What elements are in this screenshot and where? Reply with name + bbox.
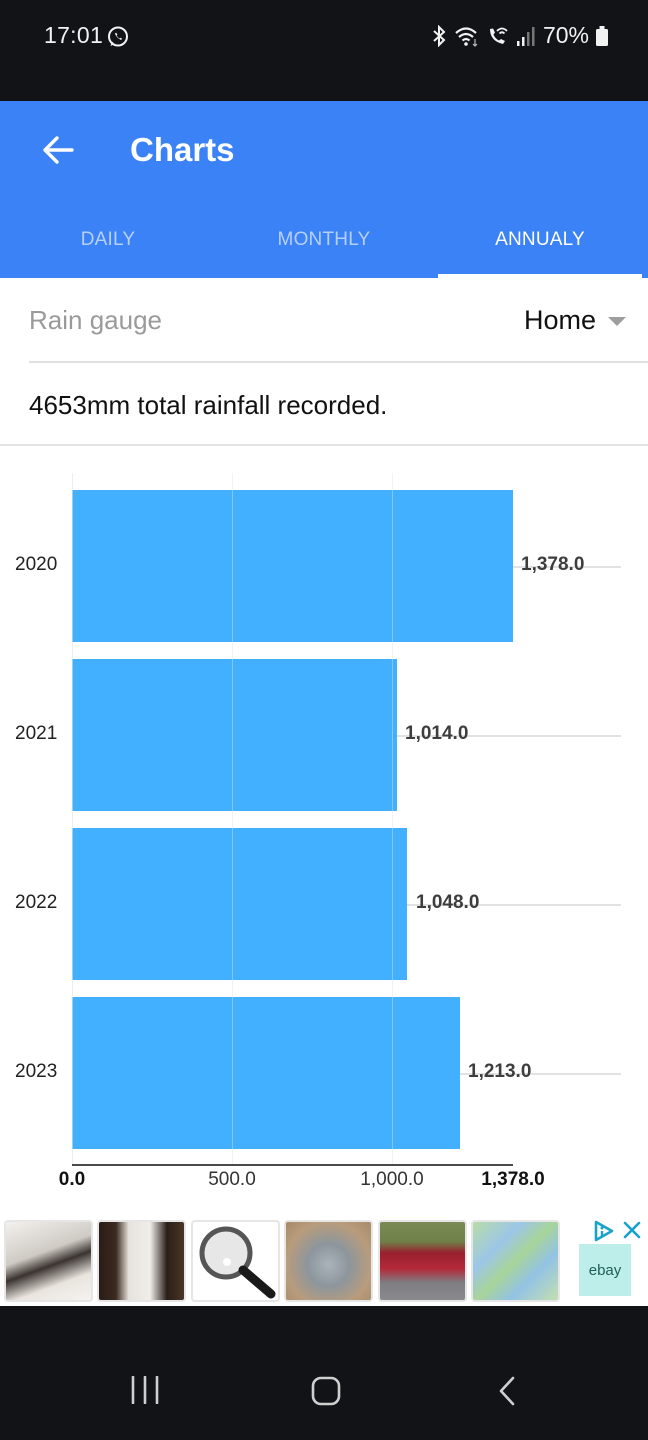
- back-button[interactable]: [36, 130, 80, 174]
- ad-portrait-photo[interactable]: [4, 1220, 93, 1302]
- status-time: 17:01: [44, 22, 104, 48]
- tab-bar: DAILY MONTHLY ANNUALY: [0, 205, 648, 278]
- x-tick-label: 500.0: [208, 1169, 256, 1190]
- annual-rainfall-chart: 2020 2021 2022 2023 1,378.0 1,014.0 1,04…: [0, 448, 648, 1208]
- rain-gauge-value: Home: [523, 305, 596, 335]
- gridline-2021: [397, 735, 621, 737]
- battery-percent: 70%: [542, 22, 589, 48]
- x-axis-line: [72, 1164, 513, 1166]
- bar-2022[interactable]: [72, 828, 407, 980]
- battery-icon: [596, 25, 608, 46]
- ad-magnifying-glass[interactable]: [191, 1220, 280, 1302]
- bar-2023[interactable]: [72, 997, 460, 1149]
- arrow-left-icon: [41, 135, 75, 170]
- ad-banner: ebay: [0, 1210, 648, 1306]
- page-title: Charts: [130, 131, 235, 168]
- home-icon[interactable]: [311, 1376, 341, 1411]
- ad-red-car[interactable]: [378, 1220, 467, 1302]
- status-bar: 17:01 70%: [0, 0, 648, 101]
- ad-sponsor-logo[interactable]: ebay: [579, 1244, 631, 1296]
- total-rainfall-text: 4653mm total rainfall recorded.: [29, 390, 388, 420]
- bluetooth-icon: [431, 24, 447, 47]
- recent-apps-icon[interactable]: [130, 1375, 160, 1409]
- value-label: 1,014.0: [405, 723, 469, 744]
- tab-daily[interactable]: DAILY: [80, 229, 136, 250]
- signal-icon: [516, 26, 536, 46]
- adchoices-icon[interactable]: [592, 1220, 616, 1247]
- tab-monthly[interactable]: MONTHLY: [277, 229, 371, 250]
- x-tick-label: 1,378.0: [481, 1169, 545, 1190]
- ad-map[interactable]: [471, 1220, 560, 1302]
- rain-gauge-selector-row: Rain gauge Home: [29, 281, 648, 363]
- gridline-2022: [407, 904, 621, 906]
- back-icon[interactable]: [497, 1376, 517, 1411]
- bar-2020[interactable]: [72, 490, 513, 642]
- ad-lug-nuts[interactable]: [284, 1220, 373, 1302]
- rain-gauge-dropdown[interactable]: Home: [524, 305, 626, 336]
- ad-signed-photo[interactable]: [97, 1220, 186, 1302]
- value-label: 1,048.0: [416, 892, 480, 913]
- x-tick-label: 0.0: [58, 1169, 86, 1190]
- tab-annualy[interactable]: ANNUALY: [432, 205, 648, 278]
- category-label: 2020: [15, 554, 58, 575]
- category-label: 2023: [15, 1061, 58, 1082]
- gridline-2020: [513, 566, 621, 568]
- gridline-500: [232, 473, 233, 1165]
- caret-down-icon: [608, 317, 626, 326]
- rain-gauge-label: Rain gauge: [29, 305, 162, 335]
- whatsapp-icon: [106, 25, 130, 54]
- rainfall-summary: 4653mm total rainfall recorded.: [0, 363, 648, 446]
- gridline-1000: [392, 473, 393, 1165]
- category-label: 2021: [15, 723, 58, 744]
- close-icon[interactable]: [622, 1220, 642, 1245]
- wifi-calling-icon: [487, 25, 509, 47]
- app-bar: [0, 101, 648, 278]
- gridline-0: [72, 473, 73, 1165]
- value-label: 1,213.0: [468, 1061, 532, 1082]
- category-label: 2022: [15, 892, 58, 913]
- bar-2021[interactable]: [72, 659, 397, 811]
- value-label: 1,378.0: [521, 554, 585, 575]
- wifi-icon: [454, 25, 480, 47]
- gridline-2023: [460, 1073, 621, 1075]
- system-nav-bar: [0, 1306, 648, 1440]
- x-tick-label: 1,000.0: [360, 1169, 424, 1190]
- status-icons: 70%: [431, 22, 608, 49]
